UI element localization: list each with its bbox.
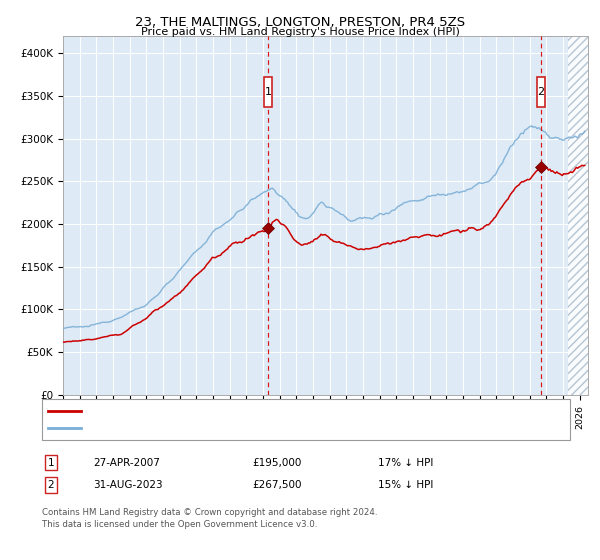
Bar (568, 36, 588, 395)
Text: 23, THE MALTINGS, LONGTON, PRESTON, PR4 5ZS (detached house): 23, THE MALTINGS, LONGTON, PRESTON, PR4 … (87, 405, 426, 416)
Text: £267,500: £267,500 (252, 480, 302, 490)
FancyBboxPatch shape (264, 77, 272, 107)
Text: 1: 1 (47, 458, 55, 468)
Text: £195,000: £195,000 (252, 458, 301, 468)
Text: 2: 2 (47, 480, 55, 490)
FancyBboxPatch shape (536, 77, 545, 107)
Text: This data is licensed under the Open Government Licence v3.0.: This data is licensed under the Open Gov… (42, 520, 317, 529)
Text: 31-AUG-2023: 31-AUG-2023 (93, 480, 163, 490)
Text: 15% ↓ HPI: 15% ↓ HPI (378, 480, 433, 490)
Text: HPI: Average price, detached house, South Ribble: HPI: Average price, detached house, Sout… (87, 423, 335, 433)
Text: 17% ↓ HPI: 17% ↓ HPI (378, 458, 433, 468)
Text: Contains HM Land Registry data © Crown copyright and database right 2024.: Contains HM Land Registry data © Crown c… (42, 508, 377, 517)
Text: 27-APR-2007: 27-APR-2007 (93, 458, 160, 468)
Text: 2: 2 (537, 87, 544, 97)
Text: 1: 1 (265, 87, 272, 97)
Text: 23, THE MALTINGS, LONGTON, PRESTON, PR4 5ZS: 23, THE MALTINGS, LONGTON, PRESTON, PR4 … (135, 16, 465, 29)
Text: Price paid vs. HM Land Registry's House Price Index (HPI): Price paid vs. HM Land Registry's House … (140, 27, 460, 37)
